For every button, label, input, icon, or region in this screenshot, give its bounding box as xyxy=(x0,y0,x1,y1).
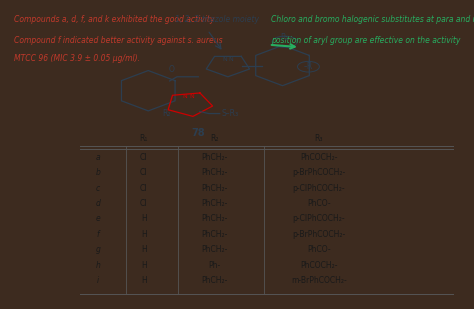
Text: PhCO-: PhCO- xyxy=(307,199,331,208)
Text: Compounds a, d, f, and k exhibited the good activity: Compounds a, d, f, and k exhibited the g… xyxy=(14,15,214,24)
Text: Chloro and bromo halogenic substitutes at para and meta: Chloro and bromo halogenic substitutes a… xyxy=(271,15,474,24)
Text: R₃: R₃ xyxy=(315,134,323,143)
Text: H: H xyxy=(141,245,146,254)
Text: N: N xyxy=(189,94,194,99)
Text: e: e xyxy=(96,214,100,223)
Text: 1, 2, 3-triazole moiety: 1, 2, 3-triazole moiety xyxy=(174,15,258,24)
Text: d: d xyxy=(96,199,100,208)
Text: N: N xyxy=(182,94,187,99)
Text: position of aryl group are effective on the activity: position of aryl group are effective on … xyxy=(271,36,461,45)
Text: c: c xyxy=(96,184,100,193)
Text: a: a xyxy=(96,153,100,162)
Text: g: g xyxy=(96,245,100,254)
Text: –R: –R xyxy=(304,62,313,71)
Text: S–R₃: S–R₃ xyxy=(221,109,238,118)
Text: b: b xyxy=(96,168,100,177)
Text: f: f xyxy=(97,230,100,239)
Text: PhCH₂-: PhCH₂- xyxy=(201,153,228,162)
Text: PhCH₂-: PhCH₂- xyxy=(201,184,228,193)
Text: PhCO-: PhCO- xyxy=(307,245,331,254)
Text: MTCC 96 (MIC 3.9 ± 0.05 µg/ml).: MTCC 96 (MIC 3.9 ± 0.05 µg/ml). xyxy=(14,54,140,63)
Text: N: N xyxy=(222,57,227,62)
Text: Cl: Cl xyxy=(140,153,147,162)
Text: m-BrPhCOCH₂-: m-BrPhCOCH₂- xyxy=(291,276,347,285)
Text: Compound f indicated better activity against s. aureus: Compound f indicated better activity aga… xyxy=(14,36,223,45)
Text: PhCH₂-: PhCH₂- xyxy=(201,245,228,254)
Text: N: N xyxy=(229,57,234,62)
Text: R₂: R₂ xyxy=(162,109,171,118)
Text: p-ClPhCOCH₂-: p-ClPhCOCH₂- xyxy=(292,184,345,193)
Text: R₂: R₂ xyxy=(210,134,219,143)
Text: p-ClPhCOCH₂-: p-ClPhCOCH₂- xyxy=(292,214,345,223)
Text: O: O xyxy=(169,66,175,74)
Text: PhCH₂-: PhCH₂- xyxy=(201,276,228,285)
Text: Cl: Cl xyxy=(140,199,147,208)
Text: PhCOCH₂-: PhCOCH₂- xyxy=(300,153,337,162)
Text: PhCH₂-: PhCH₂- xyxy=(201,199,228,208)
Text: p-BrPhCOCH₂-: p-BrPhCOCH₂- xyxy=(292,168,346,177)
Text: PhCH₂-: PhCH₂- xyxy=(201,230,228,239)
Text: p-BrPhCOCH₂-: p-BrPhCOCH₂- xyxy=(292,230,346,239)
Text: Ph-: Ph- xyxy=(208,261,220,270)
Text: H: H xyxy=(141,261,146,270)
Text: Cl: Cl xyxy=(140,168,147,177)
Text: h: h xyxy=(96,261,100,270)
Text: H: H xyxy=(141,230,146,239)
Text: H: H xyxy=(141,214,146,223)
Text: H: H xyxy=(141,276,146,285)
Text: PhCOCH₂-: PhCOCH₂- xyxy=(300,261,337,270)
Text: i: i xyxy=(97,276,99,285)
Text: Cl: Cl xyxy=(140,184,147,193)
Text: 78: 78 xyxy=(191,128,205,138)
Text: R₁: R₁ xyxy=(139,134,148,143)
Text: R₁: R₁ xyxy=(281,33,289,42)
Text: PhCH₂-: PhCH₂- xyxy=(201,214,228,223)
Text: PhCH₂-: PhCH₂- xyxy=(201,168,228,177)
